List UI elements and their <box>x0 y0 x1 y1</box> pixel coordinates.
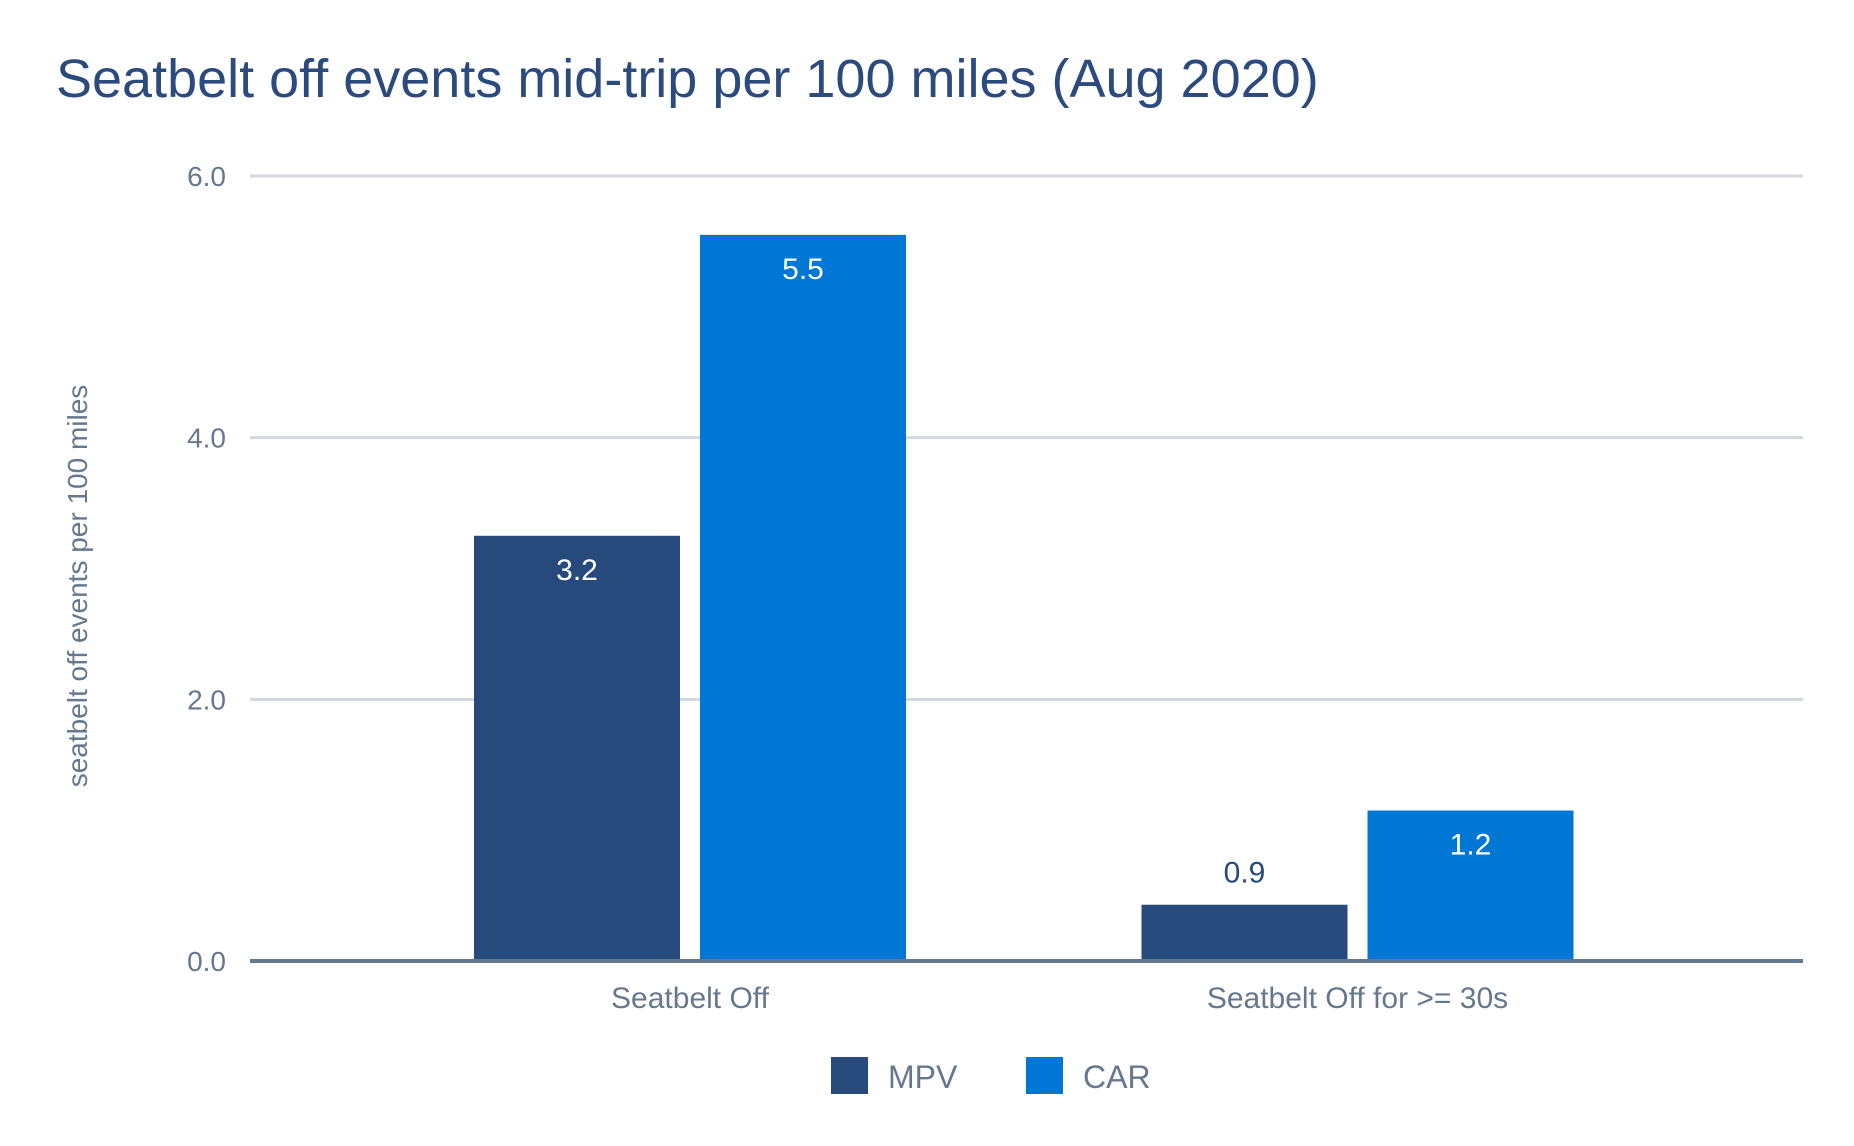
data-label: 1.2 <box>1450 829 1492 862</box>
y-tick-label: 0.0 <box>187 946 226 977</box>
bar-car <box>1367 810 1574 961</box>
y-tick-label: 2.0 <box>187 684 226 715</box>
legend-swatch-car <box>1026 1057 1063 1094</box>
bar-car <box>700 234 906 961</box>
y-tick-label: 4.0 <box>187 423 226 454</box>
chart-title: Seatbelt off events mid-trip per 100 mil… <box>56 49 1319 109</box>
legend-label-mpv: MPV <box>888 1059 958 1095</box>
bar-mpv <box>1141 904 1348 961</box>
legend-label-car: CAR <box>1083 1059 1151 1095</box>
y-axis-label: seatbelt off events per 100 miles <box>62 385 93 788</box>
data-label: 0.9 <box>1224 857 1266 890</box>
data-label: 3.2 <box>556 554 598 587</box>
bar-mpv <box>474 535 680 961</box>
x-tick-label: Seatbelt Off for >= 30s <box>1207 982 1508 1015</box>
y-tick-label: 6.0 <box>187 161 226 192</box>
x-tick-label: Seatbelt Off <box>611 982 770 1015</box>
data-label: 5.5 <box>782 253 824 286</box>
legend-swatch-mpv <box>831 1057 868 1094</box>
